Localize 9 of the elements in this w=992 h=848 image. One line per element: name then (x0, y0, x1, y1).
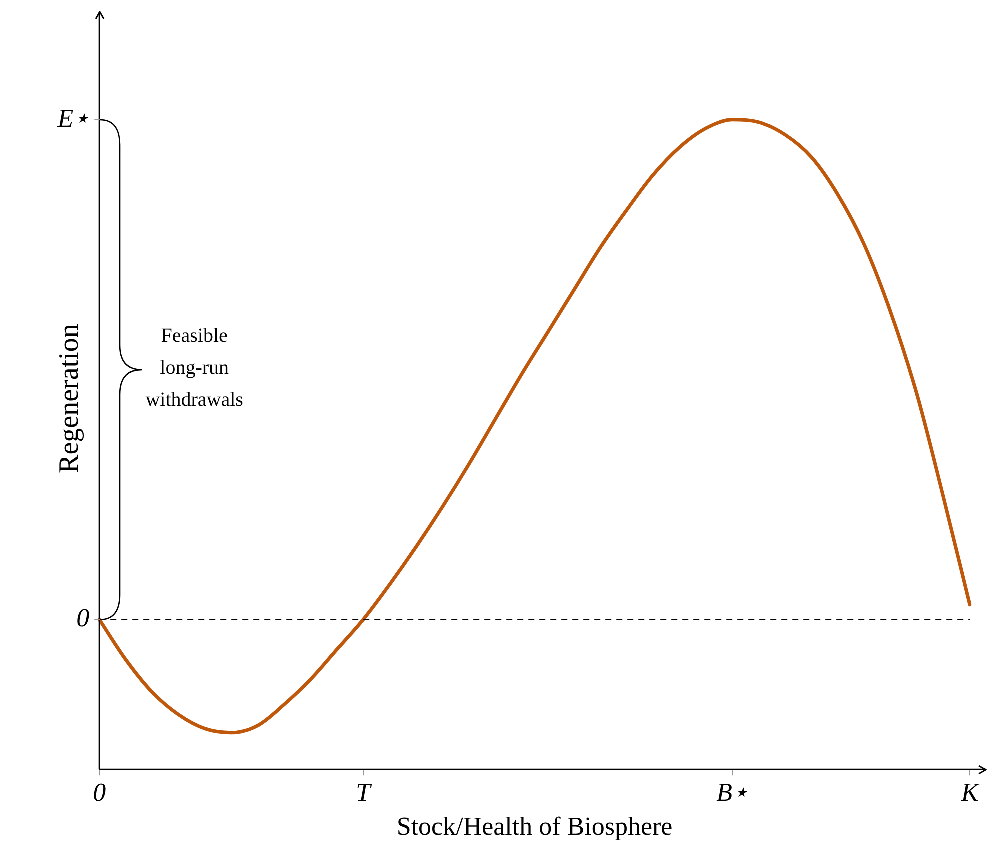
x-tick-label: B⋆ (716, 778, 749, 808)
x-axis-title: Stock/Health of Biosphere (396, 812, 673, 842)
x-tick-label: 0 (93, 778, 106, 808)
text: 0 (76, 604, 90, 633)
y-axis-title: Regeneration (54, 324, 86, 474)
x-tick-label: K (960, 778, 980, 808)
x-tick-label: T (356, 778, 372, 808)
text: E⋆ (56, 104, 90, 133)
annotation: Feasible long-run withdrawals (144, 324, 244, 413)
